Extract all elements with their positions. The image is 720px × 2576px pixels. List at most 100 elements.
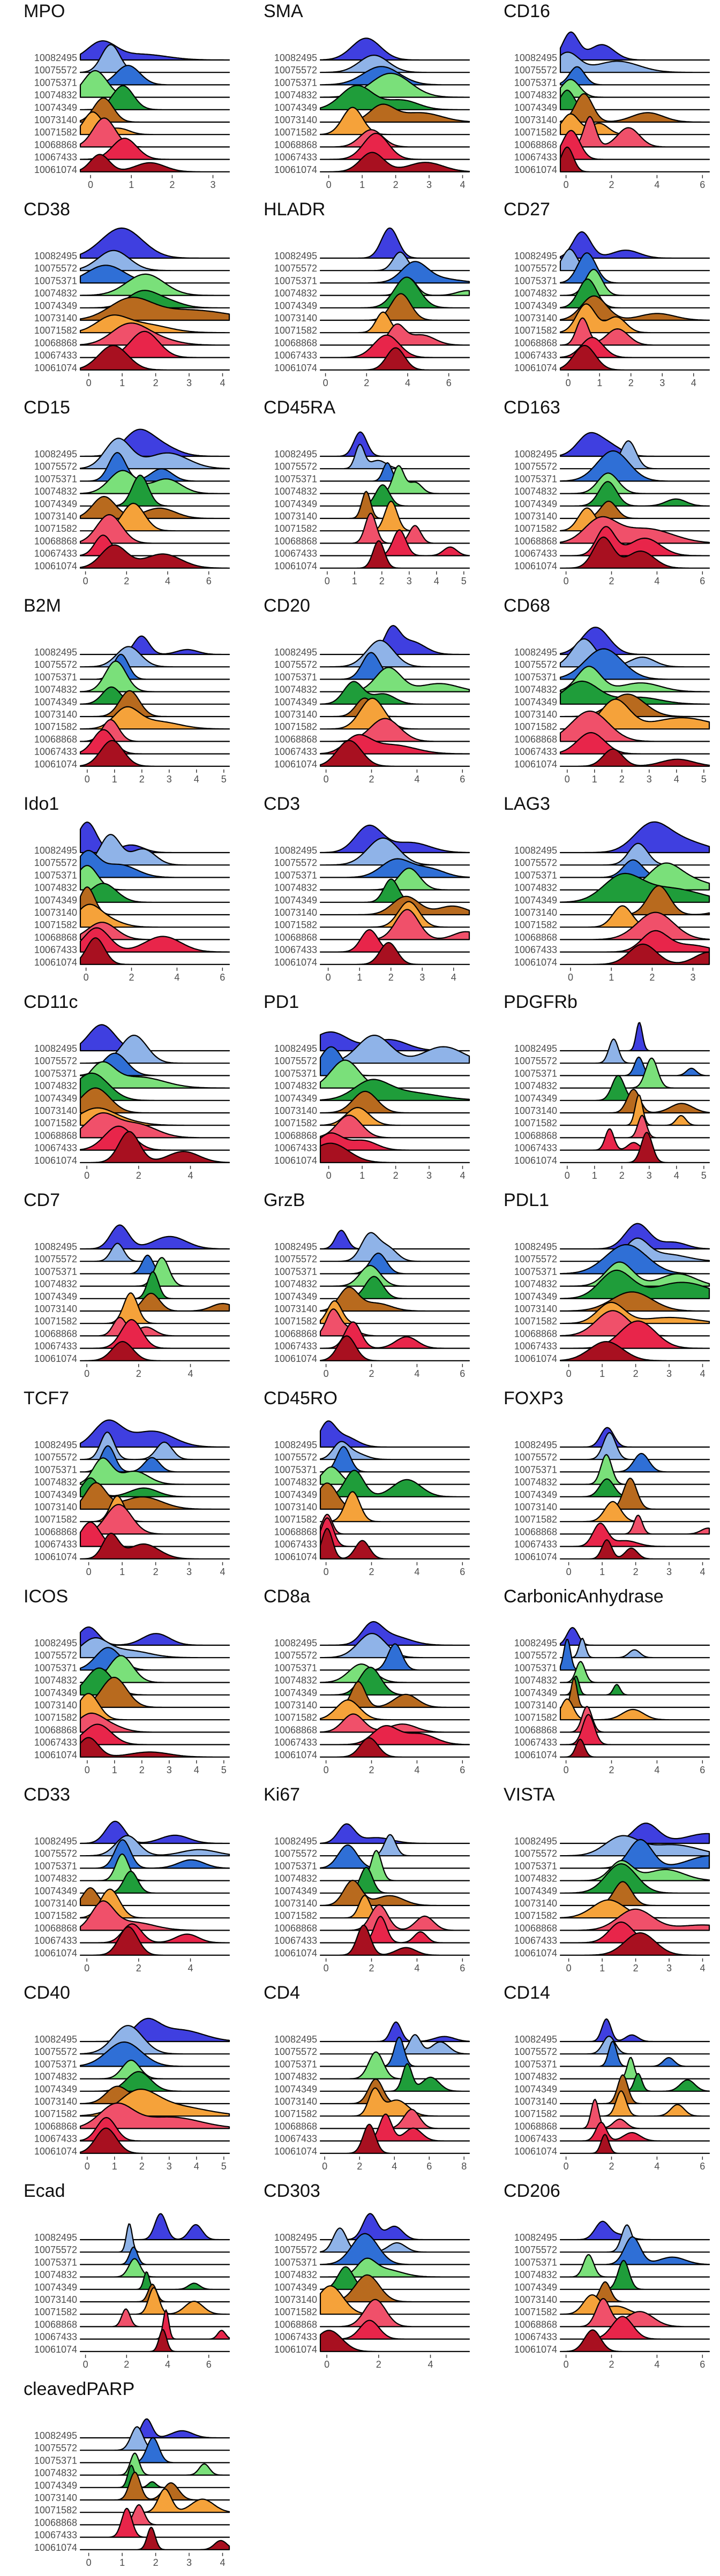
ridgeline-plot: 1008249510075572100753711007483210074349… bbox=[34, 2017, 230, 2172]
ridge-density-10071582 bbox=[79, 1292, 230, 1324]
ridge-density-10075371 bbox=[319, 2037, 470, 2067]
ridge-density-10073140 bbox=[319, 697, 470, 718]
x-tick-label: 0 bbox=[326, 972, 331, 983]
x-tick-label: 4 bbox=[414, 1368, 419, 1379]
ridgeline-plot: 1008249510075572100753711007483210074349… bbox=[514, 1427, 710, 1577]
ridgeline-plot: 1008249510075572100753711007483210074349… bbox=[514, 1022, 710, 1181]
x-tick-label: 0 bbox=[85, 2161, 90, 2172]
ridge-density-10061074 bbox=[79, 1340, 230, 1361]
ridge-density-10061074 bbox=[559, 2134, 710, 2154]
sample-label: 10082495 bbox=[274, 1836, 317, 1847]
ridge-density-10074349 bbox=[559, 2259, 710, 2290]
sample-label: 10074349 bbox=[34, 2084, 77, 2095]
sample-label: 10082495 bbox=[514, 1043, 557, 1054]
ridge-density-10074832 bbox=[79, 470, 230, 494]
ridge-density-10068868 bbox=[319, 1904, 470, 1931]
sample-label: 10075572 bbox=[514, 1452, 557, 1463]
ridge-density-10082495 bbox=[559, 231, 710, 259]
sample-label: 10075572 bbox=[514, 1056, 557, 1066]
x-tick-label: 0 bbox=[84, 1170, 89, 1181]
ridge-density-10067433 bbox=[79, 1723, 230, 1745]
sample-label: 10075371 bbox=[274, 1068, 317, 1079]
ridge-density-10075572 bbox=[559, 440, 710, 470]
ridge-density-10074349 bbox=[319, 276, 470, 308]
ridgeline-plot: 1008249510075572100753711007483210074349… bbox=[34, 822, 230, 983]
sample-label: 10067433 bbox=[514, 1341, 557, 1352]
sample-label: 10074349 bbox=[514, 499, 557, 509]
sample-label: 10068868 bbox=[34, 2121, 77, 2131]
x-tick-label: 3 bbox=[186, 2557, 192, 2568]
sample-label: 10073140 bbox=[514, 511, 557, 522]
panel-title: CD163 bbox=[504, 397, 560, 418]
sample-label: 10075572 bbox=[514, 263, 557, 274]
sample-label: 10074349 bbox=[34, 697, 77, 707]
x-tick-label: 0 bbox=[326, 1170, 332, 1181]
ridge-density-10074349 bbox=[559, 1863, 710, 1894]
ridge-density-10075371 bbox=[319, 261, 470, 284]
x-tick-label: 1 bbox=[597, 378, 602, 388]
ridge-density-10061074 bbox=[319, 1528, 470, 1560]
sample-label: 10075572 bbox=[514, 1254, 557, 1264]
sample-label: 10061074 bbox=[514, 1155, 557, 1166]
sample-label: 10075371 bbox=[274, 77, 317, 88]
ridge-density-10067433 bbox=[559, 130, 710, 160]
ridge-density-10074832 bbox=[559, 79, 710, 98]
sample-label: 10067433 bbox=[34, 747, 77, 757]
ridgeline-panel: VISTA 10082495 10075572 10075371 10074832 100… bbox=[480, 1783, 720, 1982]
x-tick-label: 3 bbox=[647, 1170, 652, 1181]
ridge-density-10067433 bbox=[79, 1522, 230, 1547]
sample-label: 10075371 bbox=[274, 1662, 317, 1673]
sample-label: 10074349 bbox=[274, 1291, 317, 1302]
sample-label: 10082495 bbox=[274, 1043, 317, 1054]
sample-label: 10075572 bbox=[514, 2244, 557, 2255]
x-tick-label: 4 bbox=[451, 972, 456, 983]
sample-label: 10074832 bbox=[514, 1477, 557, 1488]
sample-label: 10075371 bbox=[514, 1861, 557, 1871]
sample-label: 10073140 bbox=[274, 907, 317, 918]
sample-label: 10075371 bbox=[34, 2257, 77, 2268]
ridge-density-10067433 bbox=[79, 927, 230, 953]
ridge-density-10082495 bbox=[559, 31, 710, 61]
sample-label: 10067433 bbox=[34, 350, 77, 361]
ridge-density-10082495 bbox=[319, 1420, 470, 1448]
x-tick-label: 0 bbox=[324, 1566, 329, 1577]
ridge-density-10074832 bbox=[559, 2254, 710, 2278]
sample-label: 10061074 bbox=[274, 2344, 317, 2355]
ridge-density-10074832 bbox=[79, 273, 230, 296]
ridge-density-10068868 bbox=[79, 2504, 230, 2526]
ridge-density-10061074 bbox=[559, 1539, 710, 1560]
ridgeline-plot: 1008249510075572100753711007483210074349… bbox=[514, 432, 710, 586]
ridge-density-10074349 bbox=[79, 883, 230, 903]
ridge-density-10071582 bbox=[559, 2294, 710, 2315]
ridge-density-10074832 bbox=[79, 2452, 230, 2476]
sample-label: 10074832 bbox=[274, 684, 317, 695]
panel-title: CD7 bbox=[24, 1190, 61, 1210]
sample-label: 10061074 bbox=[34, 2344, 77, 2355]
x-tick-label: 4 bbox=[654, 1765, 659, 1775]
sample-label: 10067433 bbox=[274, 2134, 317, 2144]
x-tick-label: 3 bbox=[659, 378, 665, 388]
ridge-density-10074349 bbox=[319, 85, 470, 110]
x-tick-label: 6 bbox=[460, 1566, 465, 1577]
ridgeline-panel: CD8a 10082495 10075572 10075371 10074832 1007… bbox=[240, 1585, 480, 1783]
x-tick-label: 4 bbox=[700, 1566, 705, 1577]
x-tick-label: 1 bbox=[609, 972, 614, 983]
sample-label: 10074349 bbox=[34, 1489, 77, 1500]
sample-label: 10074349 bbox=[274, 2084, 317, 2095]
ridge-density-10073140 bbox=[79, 496, 230, 519]
x-tick-label: 0 bbox=[84, 1963, 89, 1974]
ridgeline-plot: 1008249510075572100753711007483210074349… bbox=[274, 2021, 470, 2172]
x-tick-label: 1 bbox=[129, 179, 134, 190]
sample-label: 10075572 bbox=[34, 461, 77, 472]
ridgeline-panel: FOXP3 10082495 10075572 10075371 10074832 100… bbox=[480, 1387, 720, 1585]
x-tick-label: 2 bbox=[369, 1368, 374, 1379]
ridge-density-10071582 bbox=[319, 1491, 470, 1523]
x-tick-label: 0 bbox=[566, 1566, 572, 1577]
sample-label: 10082495 bbox=[514, 449, 557, 460]
ridge-density-10073140 bbox=[79, 1292, 230, 1312]
ridgeline-panel: MPO 10082495 10075572 10075371 10074832 10074… bbox=[0, 0, 240, 198]
ridgeline-plot: 1008249510075572100753711007483210074349… bbox=[514, 1627, 710, 1775]
sample-label: 10067433 bbox=[274, 1539, 317, 1550]
ridge-density-10071582 bbox=[559, 303, 710, 334]
sample-label: 10071582 bbox=[514, 1514, 557, 1525]
